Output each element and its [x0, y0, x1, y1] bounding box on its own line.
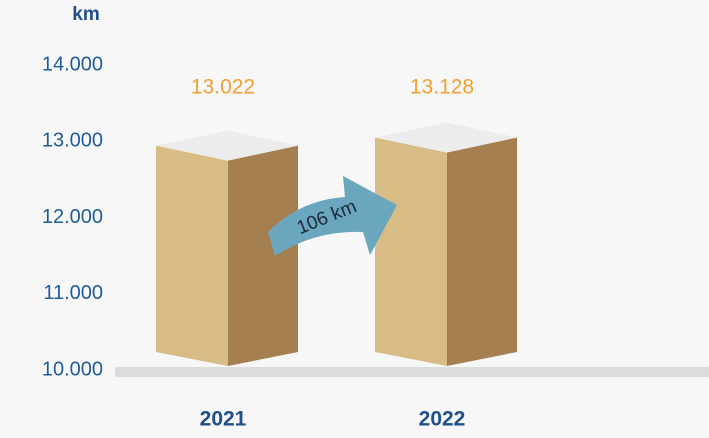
- bar: [156, 130, 298, 366]
- bar: [375, 122, 517, 366]
- bar-top: [375, 122, 517, 153]
- y-axis-label: km: [72, 4, 99, 25]
- y-tick-label: 12.000: [42, 206, 103, 228]
- value-label: 13.128: [410, 76, 474, 99]
- baseline: [115, 367, 709, 377]
- x-tick-label: 2021: [200, 408, 247, 431]
- y-tick-label: 10.000: [42, 358, 103, 380]
- bar-front: [156, 145, 228, 366]
- y-tick-label: 11.000: [43, 282, 103, 304]
- bar-side: [228, 145, 298, 366]
- bar-top: [156, 130, 298, 161]
- bar-front: [375, 137, 447, 366]
- value-label: 13.022: [191, 76, 255, 99]
- bar-side: [447, 137, 517, 366]
- arrow: [268, 176, 397, 256]
- y-tick-label: 13.000: [42, 130, 103, 152]
- y-tick-label: 14.000: [42, 53, 103, 75]
- x-tick-label: 2022: [419, 408, 466, 431]
